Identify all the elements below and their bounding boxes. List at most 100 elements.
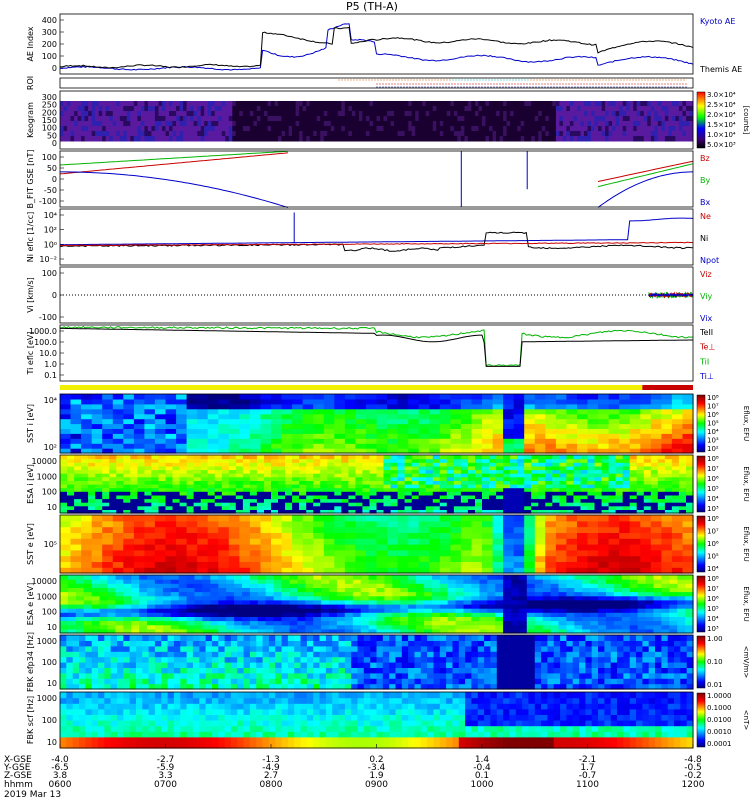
spectrogram-cell xyxy=(344,538,357,545)
panel-roi: ROI xyxy=(26,76,694,90)
spectrogram-cell xyxy=(334,443,346,449)
keogram-cell xyxy=(404,111,409,117)
keogram-cell xyxy=(242,111,247,117)
spectrogram-cell xyxy=(643,509,652,514)
spectrogram-cell xyxy=(608,394,620,400)
spectrogram-cell xyxy=(81,509,89,514)
spectrogram-cell xyxy=(88,458,96,463)
keogram-cell xyxy=(302,126,307,132)
spectrogram-cell xyxy=(622,458,631,463)
spectrogram-cell xyxy=(91,612,101,617)
keogram-cell xyxy=(520,121,525,127)
keogram-cell xyxy=(70,131,75,137)
spectrogram-cell xyxy=(439,394,451,400)
keogram-cell xyxy=(380,121,384,127)
spectrogram-cell xyxy=(513,438,525,444)
spectrogram-cell xyxy=(249,469,258,474)
spectrogram-cell xyxy=(566,455,574,460)
spectrogram-cell xyxy=(496,455,504,460)
keogram-cell xyxy=(562,121,567,127)
keogram-cell xyxy=(225,136,230,142)
spectrogram-cell xyxy=(432,494,441,500)
spectrogram-cell xyxy=(429,394,441,400)
spectrogram-cell xyxy=(144,526,156,533)
spectrogram-cell xyxy=(99,608,109,613)
spectrogram-cell xyxy=(334,398,346,405)
spectrogram-cell xyxy=(598,520,610,528)
spectrogram-cell xyxy=(306,462,314,467)
spectrogram-cell xyxy=(292,494,300,500)
spectrogram-cell xyxy=(355,408,367,415)
spectrogram-cell xyxy=(81,473,89,478)
keogram-cell xyxy=(584,126,588,132)
keogram-cell xyxy=(249,106,254,112)
spectrogram-cell xyxy=(242,455,251,460)
spectrogram-cell xyxy=(661,443,673,449)
spectrogram-cell xyxy=(650,408,662,415)
spectrogram-cell xyxy=(387,423,399,429)
spectrogram-cell xyxy=(566,549,578,557)
spectrogram-cell xyxy=(682,408,694,415)
keogram-cell xyxy=(74,131,79,137)
colorbar-tick: 10⁷ xyxy=(707,403,719,411)
spectrogram-cell xyxy=(91,579,101,584)
spectrogram-cell xyxy=(418,502,427,507)
keogram-cell xyxy=(689,111,694,117)
spectrogram-cell xyxy=(178,620,188,626)
spectrogram-cell xyxy=(329,616,338,622)
spectrogram-cell xyxy=(587,526,599,533)
keogram-cell xyxy=(577,116,581,122)
spectrogram-cell xyxy=(661,423,673,429)
keogram-cell xyxy=(475,121,479,127)
keogram-cell xyxy=(485,116,490,122)
spectrogram-cell xyxy=(555,403,568,410)
spectrogram-cell xyxy=(228,458,237,463)
spectrogram-cell xyxy=(305,628,314,634)
keogram-cell xyxy=(548,136,553,142)
spectrogram-cell xyxy=(249,567,262,574)
spectrogram-cell xyxy=(102,509,110,514)
spectrogram-cell xyxy=(384,612,393,617)
spectrogram-cell xyxy=(538,491,546,496)
keogram-cell xyxy=(464,101,469,107)
spectrogram-cell xyxy=(137,505,145,510)
spectrogram-cell xyxy=(383,509,392,514)
spectrogram-cell xyxy=(165,567,177,574)
spectrogram-cell xyxy=(292,428,304,434)
spectrogram-cell xyxy=(496,494,504,500)
spectrogram-cell xyxy=(661,428,673,434)
keogram-cell xyxy=(541,101,546,107)
keogram-cell xyxy=(140,121,145,127)
keogram-cell xyxy=(119,121,124,127)
spectrogram-cell xyxy=(249,587,259,593)
keogram-cell xyxy=(612,121,617,127)
keogram-cell xyxy=(450,136,455,142)
spectrogram-cell xyxy=(151,476,159,481)
spectrogram-cell xyxy=(123,612,132,617)
panel-keogram-colorbar: 3.0×10⁴2.5×10⁴2.0×10⁴1.5×10⁴1.0×10⁴5.0×1… xyxy=(696,91,750,149)
spectrogram-cell xyxy=(256,465,265,471)
spectrogram-cell xyxy=(594,458,603,463)
keogram-cell xyxy=(573,106,578,112)
spectrogram-cell xyxy=(75,599,85,605)
spectrogram-cell xyxy=(671,413,684,420)
keogram-cell xyxy=(242,116,247,122)
panel-esa_e: ESA e [eV]1000010001001010⁸10⁷10⁶10⁵10⁴1… xyxy=(26,574,750,634)
keogram-cell xyxy=(415,131,420,137)
keogram-cell xyxy=(147,101,152,107)
keogram-cell xyxy=(682,126,687,132)
keogram-cell xyxy=(647,111,652,117)
spectrogram-cell xyxy=(313,494,321,500)
keogram-cell xyxy=(608,131,613,137)
spectrogram-cell xyxy=(176,443,188,449)
spectrogram-cell xyxy=(598,448,610,454)
spectrogram-cell xyxy=(228,398,240,405)
spectrogram-cell xyxy=(260,413,272,420)
keogram-cell xyxy=(204,106,209,112)
spectrogram-cell xyxy=(281,394,293,400)
spectrogram-cell xyxy=(257,620,267,626)
spectrogram-cell xyxy=(524,484,532,489)
keogram-cell xyxy=(555,136,560,142)
keogram-cell xyxy=(432,101,437,107)
keogram-cell xyxy=(383,116,388,122)
